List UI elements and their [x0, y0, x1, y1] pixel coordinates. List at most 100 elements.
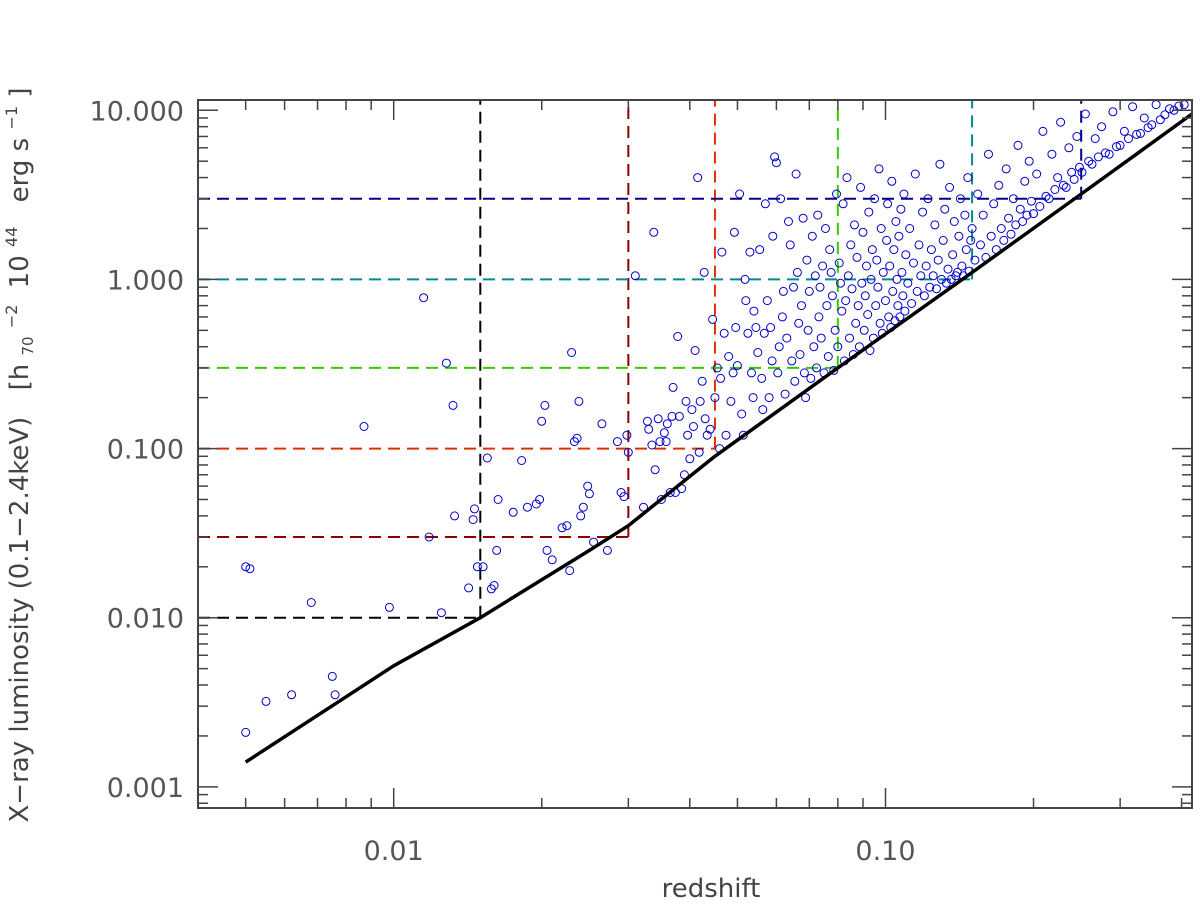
data-point-178 — [843, 271, 853, 281]
data-point-230 — [903, 278, 913, 288]
data-point-72 — [674, 411, 684, 421]
y-axis-title-h-sub: 70 — [19, 336, 37, 355]
data-point-233 — [909, 258, 918, 268]
y-tick-label: 1.000 — [107, 265, 184, 296]
data-point-40 — [572, 433, 582, 443]
data-point-176 — [841, 296, 851, 306]
data-point-197 — [866, 274, 876, 284]
x-axis-title: redshift — [662, 874, 761, 904]
data-point-177 — [842, 173, 852, 183]
data-point-277 — [989, 199, 999, 209]
data-point-78 — [687, 405, 697, 415]
data-point-57 — [644, 424, 654, 434]
data-point-280 — [996, 224, 1006, 233]
data-point-144 — [798, 213, 808, 223]
data-point-36 — [562, 521, 572, 531]
data-point-39 — [569, 437, 579, 447]
data-point-166 — [827, 291, 837, 301]
x-tick-label: 0.01 — [364, 836, 424, 867]
data-point-146 — [801, 393, 811, 403]
data-point-304 — [1058, 180, 1068, 190]
data-point-142 — [795, 350, 805, 359]
data-point-149 — [804, 286, 814, 296]
data-point-135 — [785, 240, 795, 250]
data-point-285 — [1008, 194, 1018, 204]
data-point-86 — [700, 414, 710, 424]
data-point-19 — [472, 562, 482, 572]
data-point-217 — [889, 245, 899, 255]
data-point-4 — [287, 690, 297, 700]
data-point-100 — [729, 227, 739, 237]
data-point-3 — [261, 696, 271, 706]
data-point-127 — [773, 368, 783, 378]
data-point-324 — [1124, 134, 1133, 144]
data-point-41 — [574, 396, 584, 406]
data-point-289 — [1018, 217, 1028, 226]
data-point-316 — [1093, 152, 1103, 162]
data-point-224 — [896, 204, 906, 214]
data-point-315 — [1090, 134, 1100, 144]
data-point-292 — [1024, 156, 1034, 166]
data-point-83 — [695, 396, 705, 406]
data-point-87 — [702, 430, 712, 440]
data-point-215 — [887, 176, 897, 186]
data-point-80 — [690, 346, 700, 355]
data-point-190 — [858, 227, 868, 237]
data-point-265 — [961, 245, 971, 255]
data-point-26 — [508, 507, 518, 517]
data-point-104 — [737, 409, 747, 419]
data-point-31 — [537, 416, 547, 426]
data-point-189 — [857, 278, 867, 288]
data-point-58 — [647, 440, 657, 450]
data-point-283 — [1004, 213, 1014, 223]
data-point-220 — [892, 274, 902, 284]
data-point-297 — [1038, 126, 1048, 136]
data-point-165 — [826, 267, 836, 277]
data-point-45 — [584, 489, 594, 499]
data-point-333 — [1160, 110, 1170, 120]
data-point-314 — [1087, 159, 1097, 169]
data-point-85 — [699, 267, 709, 277]
data-point-284 — [1006, 229, 1016, 239]
data-point-95 — [719, 328, 729, 338]
data-point-152 — [809, 342, 819, 352]
data-point-35 — [557, 523, 567, 533]
data-point-116 — [757, 373, 767, 383]
data-point-180 — [846, 240, 856, 250]
data-point-111 — [748, 393, 758, 403]
y-tick-label: 0.010 — [107, 604, 184, 635]
data-point-151 — [807, 231, 817, 241]
data-point-14 — [448, 400, 458, 410]
data-point-236 — [914, 240, 924, 250]
data-point-48 — [602, 545, 612, 555]
data-point-103 — [735, 189, 745, 199]
data-point-88 — [705, 424, 715, 434]
data-point-281 — [999, 235, 1009, 245]
data-point-91 — [712, 363, 722, 373]
data-point-200 — [870, 194, 879, 204]
data-point-266 — [963, 173, 973, 183]
data-point-150 — [806, 373, 816, 383]
data-point-66 — [662, 419, 672, 429]
data-point-163 — [823, 352, 833, 361]
data-point-114 — [753, 348, 763, 357]
data-point-303 — [1056, 117, 1066, 127]
data-point-107 — [741, 296, 751, 306]
data-point-271 — [973, 189, 983, 199]
data-point-51 — [619, 492, 629, 502]
data-point-301 — [1050, 185, 1060, 194]
data-point-186 — [853, 301, 863, 311]
data-point-276 — [986, 231, 996, 241]
data-point-253 — [943, 264, 953, 274]
data-point-34 — [547, 555, 557, 565]
data-point-89 — [708, 314, 718, 324]
data-point-49 — [612, 437, 622, 447]
data-point-209 — [881, 296, 890, 306]
data-point-247 — [933, 255, 943, 265]
data-point-24 — [492, 545, 502, 555]
data-point-71 — [673, 332, 683, 341]
data-point-181 — [847, 284, 857, 294]
data-point-195 — [864, 207, 874, 217]
data-point-75 — [681, 396, 691, 406]
